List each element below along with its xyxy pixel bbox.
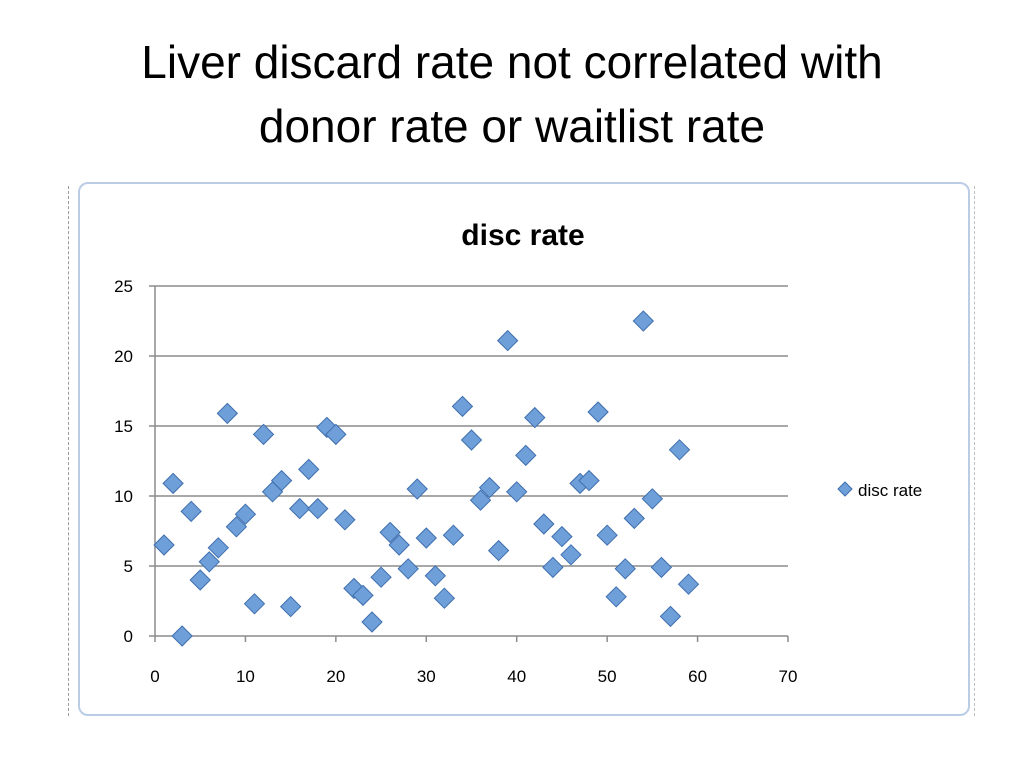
y-tick-labels: 0 5 10 15 20 25 — [114, 277, 133, 646]
x-tick-label: 60 — [688, 667, 707, 686]
y-tick-label: 25 — [114, 277, 133, 296]
data-point — [370, 566, 392, 588]
data-point — [614, 558, 636, 580]
data-point — [225, 516, 248, 538]
data-point — [641, 488, 664, 510]
x-tick-label: 10 — [236, 667, 255, 686]
data-point — [361, 611, 383, 633]
left-edge-artifact — [68, 186, 77, 716]
y-tick-label: 15 — [114, 417, 133, 436]
data-point — [334, 509, 356, 531]
data-point — [524, 406, 546, 429]
x-tick-label: 50 — [598, 667, 617, 686]
x-tick-labels: 0 10 20 30 40 50 60 70 — [150, 667, 797, 686]
data-point — [298, 458, 320, 481]
x-tick-label: 70 — [779, 667, 798, 686]
data-point — [460, 429, 483, 451]
data-point — [406, 478, 428, 500]
data-point — [216, 402, 239, 425]
data-point — [668, 439, 691, 461]
data-point — [388, 534, 410, 556]
data-point — [288, 497, 311, 520]
y-tick-label: 10 — [114, 487, 133, 506]
data-points — [153, 310, 700, 647]
x-tick-label: 30 — [417, 667, 436, 686]
y-tick-label: 20 — [114, 347, 133, 366]
data-point — [469, 489, 492, 511]
right-edge-artifact — [970, 186, 975, 716]
data-point — [171, 625, 193, 647]
x-tick-label: 0 — [150, 667, 159, 686]
data-point — [234, 503, 257, 525]
x-tick-label: 20 — [326, 667, 345, 686]
data-point — [153, 534, 175, 556]
data-point — [442, 524, 465, 546]
data-point — [379, 521, 401, 544]
x-tick-label: 40 — [507, 667, 526, 686]
chart-title: disc rate — [461, 219, 584, 252]
data-point — [325, 423, 347, 446]
data-point — [307, 497, 329, 520]
slide-title: Liver discard rate not correlated with d… — [141, 36, 883, 152]
data-point — [587, 401, 609, 423]
data-point — [496, 329, 519, 352]
data-point — [650, 556, 673, 579]
data-point — [162, 472, 184, 495]
data-point — [433, 587, 456, 609]
data-point — [189, 569, 211, 591]
data-point — [578, 469, 600, 492]
legend-marker-diamond — [837, 481, 853, 497]
axes — [149, 285, 789, 642]
data-point — [343, 577, 365, 600]
data-point — [180, 500, 202, 523]
y-tick-label: 5 — [124, 557, 133, 576]
data-point — [352, 584, 374, 607]
data-point — [424, 565, 447, 587]
data-point — [515, 444, 537, 467]
y-tick-label: 0 — [124, 627, 133, 646]
data-point — [415, 527, 437, 549]
data-point — [451, 395, 474, 418]
data-point — [632, 310, 655, 332]
data-point — [487, 539, 510, 562]
data-point — [623, 507, 645, 530]
data-point — [397, 558, 419, 580]
data-point — [198, 551, 220, 573]
data-point — [659, 605, 682, 628]
gridlines — [155, 285, 788, 567]
data-point — [560, 544, 582, 566]
data-point — [506, 481, 528, 503]
data-point — [243, 593, 266, 615]
data-point — [677, 573, 700, 595]
data-point — [533, 513, 555, 535]
data-point — [279, 595, 302, 618]
legend: disc rate — [837, 481, 922, 500]
data-point — [542, 556, 564, 579]
legend-label: disc rate — [858, 481, 922, 500]
data-point — [270, 469, 293, 492]
data-point — [207, 537, 230, 559]
data-point — [551, 525, 573, 548]
data-point — [596, 524, 618, 546]
data-point — [252, 423, 275, 446]
data-point — [605, 586, 627, 608]
data-point — [478, 476, 501, 499]
